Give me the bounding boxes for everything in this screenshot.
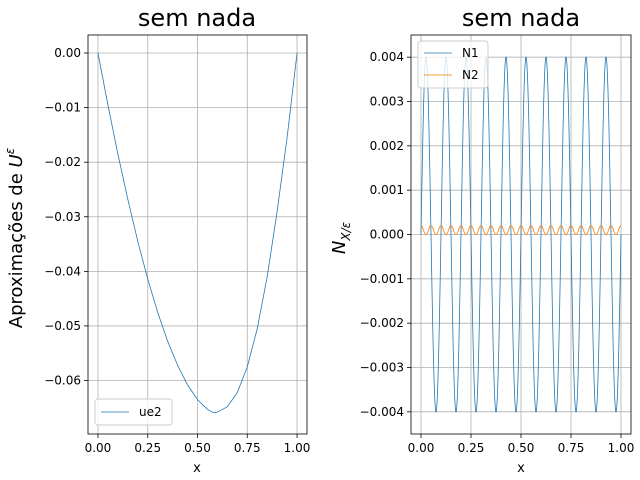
series-line-n2 (420, 225, 622, 235)
y-tick-label: 0.003 (370, 95, 404, 109)
legend-label-n1: N1 (462, 46, 479, 60)
right-chart-title: sem nada (462, 4, 580, 32)
y-tick-label: 0.001 (370, 183, 404, 197)
y-tick-label: 0.00 (54, 46, 81, 60)
right-x-axis-label: x (517, 461, 525, 476)
y-tick-label: −0.03 (44, 210, 81, 224)
y-tick-label: 0.002 (370, 139, 404, 153)
x-tick-label: 0.00 (85, 441, 112, 455)
y-tick-label: 0.000 (370, 228, 404, 242)
legend-label-n2: N2 (462, 68, 479, 82)
x-tick-label: 1.00 (284, 441, 311, 455)
x-tick-label: 0.75 (234, 441, 261, 455)
series-line-ue2 (97, 52, 298, 414)
x-tick-label: 0.00 (408, 441, 435, 455)
left-chart: sem nada 0.00 0.25 0.50 0.75 1.00 0.00 −0.01 −0… (3, 4, 310, 476)
legend-label-ue2: ue2 (139, 405, 162, 419)
y-tick-label: −0.002 (360, 316, 404, 330)
left-x-axis-label: x (193, 461, 201, 476)
y-tick-label: −0.001 (360, 272, 404, 286)
y-tick-label: −0.06 (44, 374, 81, 388)
y-tick-label: −0.02 (44, 155, 81, 169)
x-tick-label: 1.00 (608, 441, 635, 455)
left-legend: ue2 (94, 398, 173, 426)
right-chart: sem nada 0.00 0.25 0.50 0.75 1.000.0040.0030… (329, 4, 634, 476)
right-ticks: 0.00 0.25 0.50 0.75 1.00 0.004 0.003 0.002 0.001… (360, 50, 635, 455)
left-chart-title: sem nada (138, 4, 256, 32)
right-series (420, 56, 622, 413)
x-tick-label: 0.50 (184, 441, 211, 455)
left-series (97, 52, 298, 414)
y-tick-label: 0.004 (370, 50, 404, 64)
x-tick-label: 0.25 (134, 441, 161, 455)
y-tick-label: −0.04 (44, 264, 81, 278)
y-tick-label: −0.004 (360, 405, 404, 419)
x-tick-label: 0.75 (558, 441, 585, 455)
left-y-axis-label: Aproximações de Uε (3, 147, 27, 328)
series-line-n1 (420, 56, 622, 413)
y-tick-label: −0.003 (360, 361, 404, 375)
y-tick-label: −0.05 (44, 319, 81, 333)
y-tick-label: −0.01 (44, 101, 81, 115)
right-grid (411, 35, 631, 434)
right-y-axis-label: NX/ε (329, 221, 353, 254)
right-legend: N1 N2 (417, 40, 489, 89)
left-ticks: 0.00 0.25 0.50 0.75 1.00 0.00 −0.01 −0.02 −0.03 −… (44, 46, 310, 455)
x-tick-label: 0.25 (458, 441, 485, 455)
x-tick-label: 0.50 (508, 441, 535, 455)
left-legend-box (94, 398, 173, 426)
